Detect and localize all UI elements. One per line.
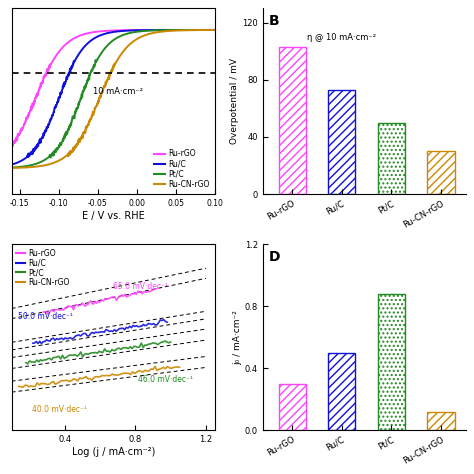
Ru-CN-rGO [135, 36, 140, 42]
Bar [279, 383, 306, 430]
Ru-rGO [187, 27, 193, 33]
Bar [427, 151, 455, 194]
Ru-rGO [129, 27, 135, 33]
Pt/C [135, 29, 140, 35]
Ru-rGO [166, 27, 172, 33]
Bar [378, 294, 405, 430]
Pt/C [9, 164, 15, 170]
Pt/C [166, 27, 172, 33]
Pt/C [22, 164, 27, 169]
Pt/C [216, 27, 221, 33]
Line: Ru/C: Ru/C [12, 30, 219, 164]
Ru-rGO [9, 144, 15, 150]
Bar [378, 123, 405, 194]
Text: 50.0 mV·dec⁻¹: 50.0 mV·dec⁻¹ [18, 311, 73, 320]
Ru-CN-rGO [166, 28, 172, 34]
X-axis label: E / V vs. RHE: E / V vs. RHE [82, 211, 145, 221]
Pt/C [129, 30, 135, 36]
Line: Pt/C: Pt/C [12, 30, 219, 167]
Ru-rGO [9, 142, 15, 147]
Line: Ru-rGO: Ru-rGO [12, 30, 219, 147]
Bar [427, 411, 455, 430]
Ru-CN-rGO [129, 40, 135, 46]
Line: Ru-CN-rGO: Ru-CN-rGO [12, 30, 219, 168]
Legend: Ru-rGO, Ru/C, Pt/C, Ru-CN-rGO: Ru-rGO, Ru/C, Pt/C, Ru-CN-rGO [152, 148, 211, 191]
Text: η @ 10 mA·cm⁻²: η @ 10 mA·cm⁻² [307, 33, 376, 42]
Pt/C [187, 27, 193, 33]
Y-axis label: j₀ / mA·cm⁻²: j₀ / mA·cm⁻² [233, 310, 242, 365]
Ru-CN-rGO [216, 27, 221, 33]
Ru/C [166, 27, 172, 33]
Text: 46.0 mV·dec⁻¹: 46.0 mV·dec⁻¹ [137, 375, 192, 384]
Ru-rGO [216, 27, 221, 33]
Ru-rGO [135, 27, 140, 33]
X-axis label: Log (j / mA·cm⁻²): Log (j / mA·cm⁻²) [72, 447, 155, 457]
Text: 10 mA·cm⁻²: 10 mA·cm⁻² [93, 87, 143, 96]
Ru-CN-rGO [187, 27, 193, 33]
Ru/C [22, 156, 27, 162]
Bar [328, 90, 356, 194]
Ru/C [187, 27, 193, 33]
Text: B: B [269, 14, 279, 28]
Text: 40.0 mV·dec⁻¹: 40.0 mV·dec⁻¹ [32, 404, 87, 413]
Legend: Ru-rGO, Ru/C, Pt/C, Ru-CN-rGO: Ru-rGO, Ru/C, Pt/C, Ru-CN-rGO [16, 248, 71, 288]
Ru-rGO [22, 121, 27, 127]
Ru-CN-rGO [9, 165, 15, 171]
Text: D: D [269, 250, 280, 264]
Ru/C [135, 27, 140, 33]
Ru-CN-rGO [22, 164, 27, 170]
Ru-CN-rGO [141, 33, 146, 38]
Text: 65.0 mV·dec⁻¹: 65.0 mV·dec⁻¹ [113, 282, 168, 291]
Bar [328, 353, 356, 430]
Y-axis label: Overpotential / mV: Overpotential / mV [230, 58, 239, 144]
Ru/C [216, 27, 221, 33]
Ru/C [9, 162, 15, 167]
Bar [279, 47, 306, 194]
Pt/C [141, 28, 146, 34]
Ru/C [141, 27, 146, 33]
Ru/C [129, 27, 135, 33]
Ru-rGO [141, 27, 146, 33]
